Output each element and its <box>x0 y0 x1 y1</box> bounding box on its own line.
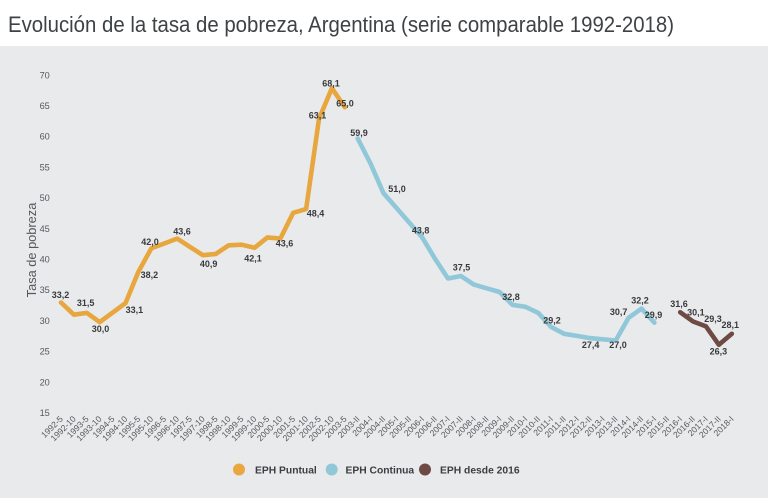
svg-text:32,8: 32,8 <box>502 292 520 302</box>
svg-text:25: 25 <box>40 347 50 357</box>
svg-text:65: 65 <box>40 101 50 111</box>
svg-text:70: 70 <box>40 70 50 80</box>
svg-text:51,0: 51,0 <box>388 184 406 194</box>
svg-text:31,6: 31,6 <box>670 299 688 309</box>
svg-text:48,4: 48,4 <box>307 209 325 219</box>
svg-text:30,1: 30,1 <box>687 308 705 318</box>
svg-text:63,1: 63,1 <box>309 110 327 120</box>
svg-text:43,6: 43,6 <box>276 239 294 249</box>
svg-text:68,1: 68,1 <box>322 79 340 89</box>
svg-text:15: 15 <box>40 408 50 418</box>
svg-text:40: 40 <box>40 255 50 265</box>
svg-text:EPH Continua: EPH Continua <box>346 465 415 476</box>
svg-text:65,0: 65,0 <box>336 99 354 109</box>
svg-text:28,1: 28,1 <box>722 320 740 330</box>
svg-text:42,1: 42,1 <box>244 254 262 264</box>
svg-text:30,7: 30,7 <box>610 307 628 317</box>
svg-text:55: 55 <box>40 162 50 172</box>
svg-text:27,0: 27,0 <box>609 340 627 350</box>
svg-text:32,2: 32,2 <box>631 296 649 306</box>
svg-text:59,9: 59,9 <box>350 128 368 138</box>
svg-text:Evolución de la tasa de pobrez: Evolución de la tasa de pobreza, Argenti… <box>8 12 674 37</box>
svg-text:43,8: 43,8 <box>412 226 430 236</box>
svg-text:20: 20 <box>40 377 50 387</box>
svg-text:29,3: 29,3 <box>704 314 722 324</box>
svg-text:30,0: 30,0 <box>92 324 110 334</box>
svg-text:26,3: 26,3 <box>710 347 728 357</box>
svg-text:27,4: 27,4 <box>582 340 600 350</box>
svg-text:60: 60 <box>40 132 50 142</box>
svg-text:31,5: 31,5 <box>77 298 95 308</box>
svg-text:42,0: 42,0 <box>141 237 159 247</box>
svg-text:30: 30 <box>40 316 50 326</box>
svg-text:EPH Puntual: EPH Puntual <box>255 465 317 476</box>
svg-text:50: 50 <box>40 193 50 203</box>
svg-text:29,2: 29,2 <box>543 316 561 326</box>
svg-text:40,9: 40,9 <box>200 259 218 269</box>
svg-text:Tasa de pobreza: Tasa de pobreza <box>24 202 39 298</box>
svg-text:45: 45 <box>40 224 50 234</box>
svg-text:33,2: 33,2 <box>52 290 70 300</box>
svg-text:37,5: 37,5 <box>453 263 471 273</box>
svg-text:43,6: 43,6 <box>173 227 191 237</box>
svg-text:EPH desde 2016: EPH desde 2016 <box>440 465 520 476</box>
svg-text:29,9: 29,9 <box>645 310 663 320</box>
svg-text:35: 35 <box>40 285 50 295</box>
svg-text:38,2: 38,2 <box>141 270 159 280</box>
svg-text:33,1: 33,1 <box>126 305 144 315</box>
